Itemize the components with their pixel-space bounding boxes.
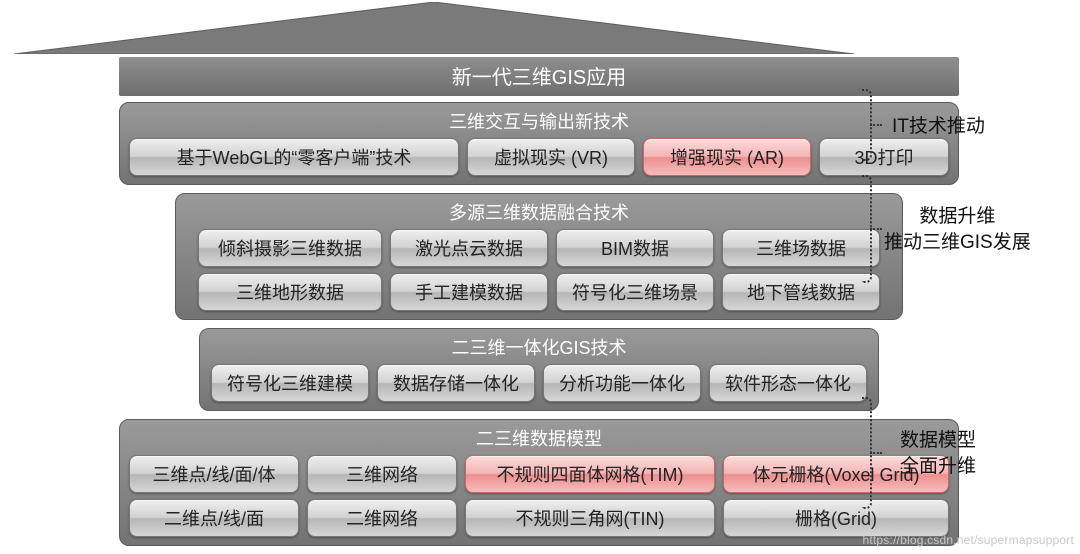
- cell-ar: 增强现实 (AR): [643, 138, 811, 176]
- cell-3d-network: 三维网络: [307, 455, 457, 493]
- cell-3d-field: 三维场数据: [722, 229, 880, 267]
- tier-row: 符号化三维建模 数据存储一体化 分析功能一体化 软件形态一体化: [208, 364, 870, 402]
- cell-3d-print: 3D打印: [819, 138, 949, 176]
- tier-row: 三维地形数据 手工建模数据 符号化三维场景 地下管线数据: [184, 273, 894, 311]
- cell-analysis-integration: 分析功能一体化: [543, 364, 701, 402]
- tier-title: 二三维数据模型: [128, 424, 950, 455]
- watermark: https://blog.csdn.net/supermapsupport: [862, 533, 1074, 547]
- tier-title: 多源三维数据融合技术: [184, 198, 894, 229]
- cell-oblique-photo: 倾斜摄影三维数据: [198, 229, 382, 267]
- bracket-label-model-upgrade: 数据模型全面升维: [900, 428, 976, 479]
- bracket-data-upgrade: [862, 175, 872, 283]
- tier-row: 基于WebGL的“零客户端”技术 虚拟现实 (VR) 增强现实 (AR) 3D打…: [128, 138, 950, 176]
- cell-manual-model: 手工建模数据: [390, 273, 548, 311]
- roof-triangle: [14, 2, 854, 54]
- tier-multi-source-fusion: 多源三维数据融合技术 倾斜摄影三维数据 激光点云数据 BIM数据 三维场数据 三…: [175, 193, 903, 320]
- cell-symbolic-modeling: 符号化三维建模: [211, 364, 369, 402]
- tier-2d3d-integration: 二三维一体化GIS技术 符号化三维建模 数据存储一体化 分析功能一体化 软件形态…: [199, 328, 879, 411]
- cell-terrain: 三维地形数据: [198, 273, 382, 311]
- cell-vr: 虚拟现实 (VR): [467, 138, 635, 176]
- cell-symbolic-scene: 符号化三维场景: [556, 273, 714, 311]
- banner-title: 新一代三维GIS应用: [119, 57, 959, 96]
- cell-tin: 不规则三角网(TIN): [465, 499, 715, 537]
- tier-title: 二三维一体化GIS技术: [208, 333, 870, 364]
- cell-tim: 不规则四面体网格(TIM): [465, 455, 715, 493]
- cell-grid: 栅格(Grid): [723, 499, 949, 537]
- cell-storage-integration: 数据存储一体化: [377, 364, 535, 402]
- bracket-model-upgrade: [862, 397, 872, 509]
- cell-3d-primitives: 三维点/线/面/体: [129, 455, 299, 493]
- bracket-label-data-upgrade: 数据升维推动三维GIS发展: [884, 204, 1031, 255]
- tier-interaction-output: 三维交互与输出新技术 基于WebGL的“零客户端”技术 虚拟现实 (VR) 增强…: [119, 102, 959, 185]
- cell-underground-pipe: 地下管线数据: [722, 273, 880, 311]
- tier-row: 三维点/线/面/体 三维网络 不规则四面体网格(TIM) 体元栅格(Voxel …: [128, 455, 950, 493]
- cell-software-integration: 软件形态一体化: [709, 364, 867, 402]
- cell-webgl-zero-client: 基于WebGL的“零客户端”技术: [129, 138, 459, 176]
- tier-row: 二维点/线/面 二维网络 不规则三角网(TIN) 栅格(Grid): [128, 499, 950, 537]
- tier-row: 倾斜摄影三维数据 激光点云数据 BIM数据 三维场数据: [184, 229, 894, 267]
- cell-bim: BIM数据: [556, 229, 714, 267]
- cell-2d-primitives: 二维点/线/面: [129, 499, 299, 537]
- cell-lidar: 激光点云数据: [390, 229, 548, 267]
- bracket-it-tech: [862, 89, 872, 161]
- tier-data-models: 二三维数据模型 三维点/线/面/体 三维网络 不规则四面体网格(TIM) 体元栅…: [119, 419, 959, 546]
- tier-title: 三维交互与输出新技术: [128, 107, 950, 138]
- bracket-label-it-tech: IT技术推动: [892, 114, 985, 140]
- cell-2d-network: 二维网络: [307, 499, 457, 537]
